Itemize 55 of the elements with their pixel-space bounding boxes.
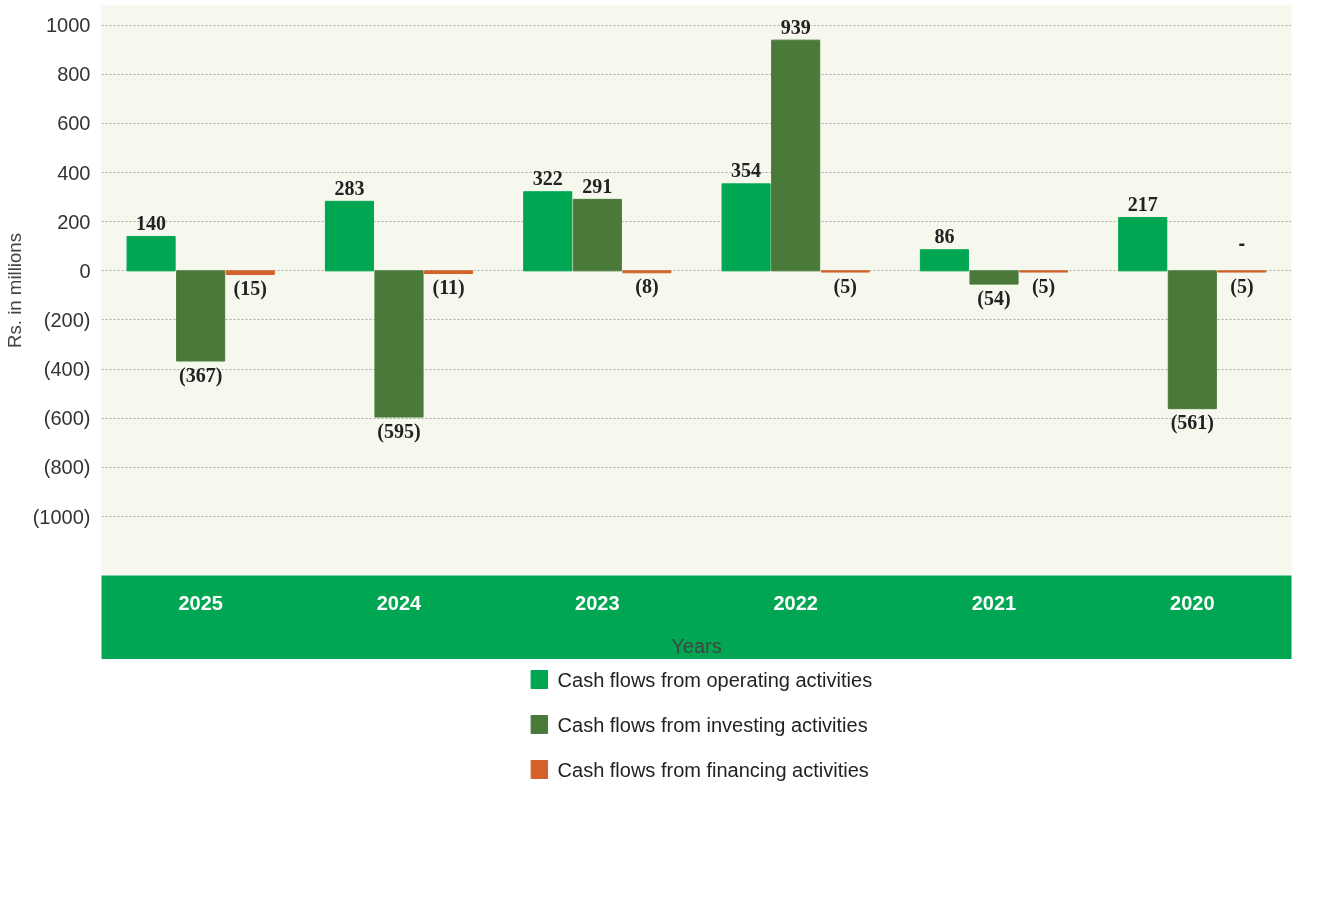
data-label: (595) bbox=[377, 419, 421, 443]
data-label: 322 bbox=[532, 167, 563, 190]
y-tick-label: (1000) bbox=[32, 505, 91, 528]
bar bbox=[374, 270, 424, 418]
legend-label: Cash flows from operating activities bbox=[557, 668, 873, 691]
data-label: 217 bbox=[1127, 193, 1158, 216]
data-label: 283 bbox=[334, 176, 365, 199]
bar bbox=[721, 183, 771, 272]
x-tick-label: 2020 bbox=[1170, 591, 1215, 614]
legend-label: Cash flows from financing activities bbox=[557, 758, 869, 781]
y-tick-label: 1000 bbox=[46, 14, 91, 37]
y-axis-title: Rs. in millions bbox=[3, 232, 25, 349]
y-tick-label: 0 bbox=[79, 259, 91, 282]
bar bbox=[771, 39, 821, 272]
data-label: 140 bbox=[136, 211, 167, 234]
y-tick-label: 200 bbox=[57, 210, 91, 233]
annotation: - bbox=[1238, 231, 1246, 254]
x-tick-label: 2023 bbox=[575, 591, 620, 614]
data-label: (15) bbox=[233, 277, 267, 301]
data-label: (8) bbox=[635, 275, 659, 299]
data-label: (5) bbox=[1031, 274, 1056, 298]
data-label: 939 bbox=[780, 15, 811, 38]
x-tick-label: 2025 bbox=[178, 591, 223, 614]
bar bbox=[225, 270, 275, 276]
data-label: (54) bbox=[977, 286, 1011, 310]
bar bbox=[523, 191, 573, 272]
data-label: (367) bbox=[179, 363, 223, 387]
y-tick-label: 400 bbox=[57, 161, 91, 184]
bar bbox=[424, 270, 474, 275]
bar bbox=[324, 200, 374, 272]
y-tick-label: 600 bbox=[57, 112, 91, 135]
data-label: (561) bbox=[1170, 411, 1214, 435]
bar bbox=[572, 198, 622, 272]
legend-label: Cash flows from investing activities bbox=[557, 713, 868, 736]
y-tick-label: (800) bbox=[43, 456, 91, 479]
data-label: 86 bbox=[934, 225, 955, 248]
bar bbox=[969, 270, 1019, 285]
x-tick-label: 2022 bbox=[773, 591, 818, 614]
bar bbox=[1167, 270, 1217, 410]
data-label: (5) bbox=[1230, 274, 1254, 298]
x-axis-title: Years bbox=[671, 634, 722, 657]
bar bbox=[919, 249, 969, 272]
y-tick-label: 800 bbox=[57, 63, 91, 86]
y-tick-label: (400) bbox=[43, 358, 91, 381]
y-tick-label: (200) bbox=[43, 308, 91, 331]
bar bbox=[1118, 217, 1168, 272]
y-tick-label: (600) bbox=[43, 407, 91, 430]
bar bbox=[176, 270, 226, 362]
data-label: 354 bbox=[731, 159, 762, 182]
data-label: (5) bbox=[833, 274, 857, 298]
data-label: (11) bbox=[432, 276, 465, 300]
data-label: 291 bbox=[582, 174, 613, 197]
x-tick-label: 2024 bbox=[376, 591, 423, 614]
x-tick-label: 2021 bbox=[971, 591, 1017, 614]
bar bbox=[126, 235, 176, 272]
